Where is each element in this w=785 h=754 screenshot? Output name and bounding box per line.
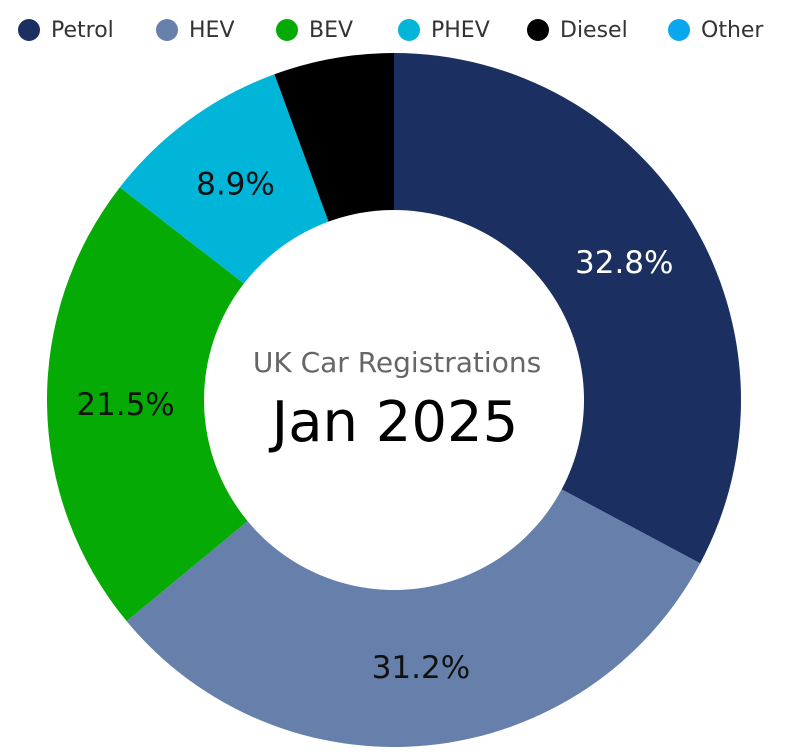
legend-item-diesel: Diesel [527,14,628,46]
slice-labels: 32.8% 31.2% 21.5% 8.9% [76,166,673,686]
slices [47,53,741,747]
slice-phev [119,74,329,284]
legend-label-bev: BEV [309,17,354,43]
legend-item-hev: HEV [156,14,235,46]
legend-swatch-hev [156,19,178,41]
slice-label-phev: 8.9% [196,166,275,202]
slice-label-hev: 31.2% [372,650,470,686]
legend-swatch-petrol [18,19,40,41]
chart-title: Jan 2025 [269,390,519,455]
legend-label-phev: PHEV [431,17,490,43]
legend-swatch-other [668,19,690,41]
legend-item-other: Other [668,14,763,46]
legend-label-other: Other [701,17,764,43]
chart-subtitle: UK Car Registrations [253,346,541,379]
slice-petrol [394,53,741,564]
legend-label-petrol: Petrol [51,17,114,43]
legend-swatch-diesel [527,19,549,41]
slice-label-petrol: 32.8% [575,245,673,281]
slice-label-bev: 21.5% [76,387,174,423]
slice-hev [126,489,701,747]
legend-item-petrol: Petrol [18,14,114,46]
legend-swatch-phev [398,19,420,41]
slice-bev [47,187,248,622]
legend-label-hev: HEV [189,17,235,43]
legend-item-phev: PHEV [398,14,490,46]
legend-swatch-bev [276,19,298,41]
slice-diesel [274,53,394,222]
legend-item-bev: BEV [276,14,353,46]
legend-label-diesel: Diesel [560,17,628,43]
legend: Petrol HEV BEV PHEV Diesel Other [0,0,785,60]
